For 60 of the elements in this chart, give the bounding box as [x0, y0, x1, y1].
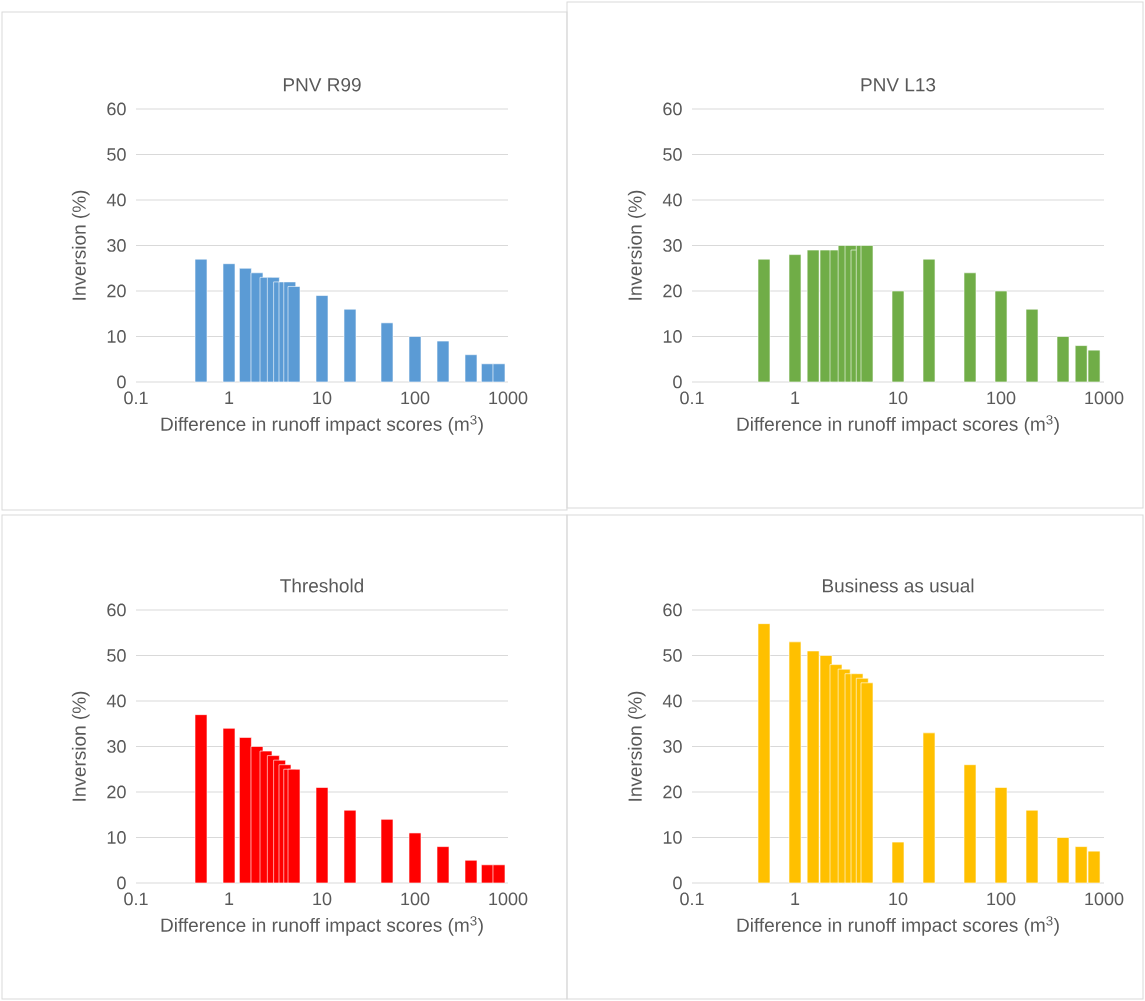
x-tick-label: 1000	[1085, 892, 1124, 906]
x-tick-label: 100	[987, 892, 1016, 906]
x-tick-label: 1000	[489, 391, 528, 405]
y-tick-label: 20	[107, 785, 126, 799]
x-axis-title: Difference in runoff impact scores (m$^{3}$)	[737, 916, 1059, 936]
chart-title: PNV L13	[861, 78, 936, 92]
x-axis-title: Difference in runoff impact scores (m$^{3}$)	[737, 415, 1059, 435]
x-tick-label: 100	[401, 892, 430, 906]
chart-title: Threshold	[280, 578, 363, 593]
y-tick-label: 10	[663, 831, 682, 844]
x-tick-label: 100	[401, 391, 430, 405]
y-tick-label: 30	[663, 239, 682, 252]
x-tick-label: 100	[987, 391, 1016, 405]
y-tick-label: 40	[106, 193, 126, 207]
y-tick-label: 60	[107, 603, 126, 617]
y-tick-label: 40	[106, 694, 126, 708]
y-tick-label: 60	[107, 102, 126, 116]
x-tick-label: 0.1	[680, 892, 704, 906]
x-tick-label: 1000	[1085, 391, 1124, 405]
y-tick-label: 40	[662, 193, 682, 207]
y-tick-label: 0	[117, 375, 126, 389]
y-tick-label: 60	[663, 102, 682, 116]
y-axis-title: Inversion (%)	[627, 190, 646, 300]
y-tick-label: 0	[117, 876, 126, 890]
y-tick-label: 50	[107, 649, 126, 662]
x-tick-label: 0.1	[124, 391, 148, 405]
x-axis-title: Difference in runoff impact scores (m$^{3}$)	[161, 415, 483, 435]
y-tick-label: 0	[673, 375, 682, 389]
chart-title: Business as usual	[822, 578, 974, 593]
y-tick-label: 20	[663, 785, 682, 799]
x-tick-label: 10	[889, 391, 908, 405]
x-tick-label: 1	[225, 892, 234, 905]
x-axis-title: Difference in runoff impact scores (m$^{3}$)	[161, 916, 483, 936]
y-tick-label: 20	[663, 284, 682, 298]
x-tick-label: 10	[313, 892, 332, 906]
x-tick-label: 1	[791, 391, 800, 404]
y-tick-label: 10	[107, 831, 126, 844]
y-tick-label: 30	[107, 740, 126, 753]
y-tick-label: 30	[663, 740, 682, 753]
y-tick-label: 30	[107, 239, 126, 252]
y-tick-label: 50	[663, 148, 682, 161]
x-tick-label: 1000	[489, 892, 528, 906]
x-tick-label: 10	[313, 391, 332, 405]
y-tick-label: 0	[673, 876, 682, 890]
x-tick-label: 1	[225, 391, 234, 404]
y-tick-label: 40	[662, 694, 682, 708]
y-axis-title: Inversion (%)	[71, 691, 90, 801]
y-tick-label: 50	[107, 148, 126, 161]
chart-title: PNV R99	[283, 78, 361, 92]
x-tick-label: 10	[889, 892, 908, 906]
y-tick-label: 10	[663, 330, 682, 343]
y-axis-title: Inversion (%)	[627, 691, 646, 801]
x-tick-label: 1	[791, 892, 800, 905]
y-tick-label: 60	[663, 603, 682, 617]
x-tick-label: 0.1	[680, 391, 704, 405]
y-tick-label: 50	[663, 649, 682, 662]
y-axis-title: Inversion (%)	[71, 190, 90, 300]
y-tick-label: 10	[107, 330, 126, 343]
x-tick-label: 0.1	[124, 892, 148, 906]
y-tick-label: 20	[107, 284, 126, 298]
